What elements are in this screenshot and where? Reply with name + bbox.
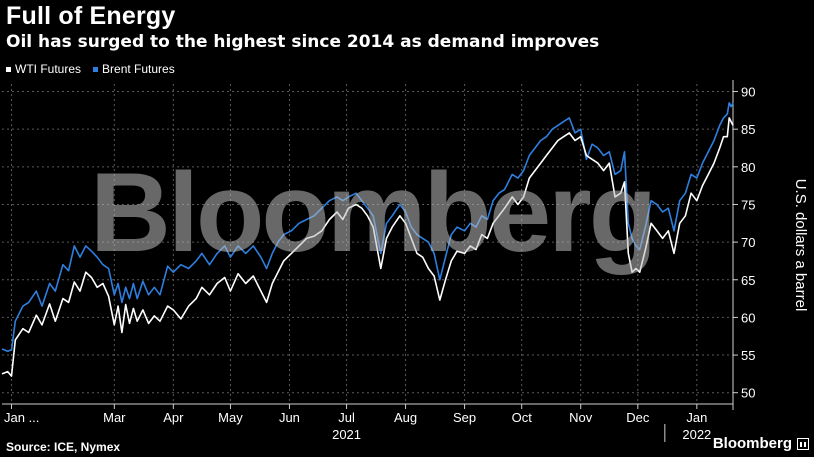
x-tick-label: Aug — [394, 410, 417, 425]
brent-swatch — [93, 66, 99, 72]
x-year-label: 2022 — [682, 427, 711, 442]
wti-swatch — [6, 66, 11, 72]
x-tick-label: Jul — [338, 410, 355, 425]
source-note: Source: ICE, Nymex — [6, 440, 121, 454]
legend-item-wti: WTI Futures — [6, 62, 81, 76]
brand-logo: Bloomberg — [712, 435, 792, 452]
y-tick-label: 55 — [741, 348, 755, 363]
x-tick-label: Sep — [453, 410, 476, 425]
x-year-label: 2021 — [332, 427, 361, 442]
y-tick-label: 85 — [741, 122, 755, 137]
legend-item-brent: Brent Futures — [93, 62, 175, 76]
x-tick-label: May — [218, 410, 243, 425]
y-axis-title: U.S. dollars a barrel — [792, 179, 809, 312]
x-tick-label: Apr — [163, 410, 184, 425]
x-tick-label: Jan — [686, 410, 707, 425]
wti-series-line — [1, 117, 734, 377]
chart-subtitle: Oil has surged to the highest since 2014… — [6, 32, 600, 52]
chart-icon — [797, 438, 809, 450]
x-tick-label: Jan ... — [4, 410, 39, 425]
x-tick-label: Mar — [103, 410, 126, 425]
x-tick-label: Nov — [569, 410, 593, 425]
chart-title: Full of Energy — [6, 2, 176, 30]
y-tick-label: 75 — [741, 197, 755, 212]
y-tick-label: 65 — [741, 273, 755, 288]
y-tick-label: 80 — [741, 160, 755, 175]
brent-series-line — [1, 102, 734, 353]
legend: WTI Futures Brent Futures — [6, 62, 175, 76]
y-tick-label: 70 — [741, 235, 755, 250]
x-tick-label: Jun — [279, 410, 300, 425]
x-tick-label: Oct — [512, 410, 533, 425]
y-tick-label: 90 — [741, 85, 755, 100]
legend-label-wti: WTI Futures — [15, 62, 82, 76]
y-tick-label: 50 — [741, 386, 755, 401]
legend-label-brent: Brent Futures — [102, 62, 175, 76]
y-tick-label: 60 — [741, 310, 755, 325]
x-tick-label: Dec — [626, 410, 650, 425]
